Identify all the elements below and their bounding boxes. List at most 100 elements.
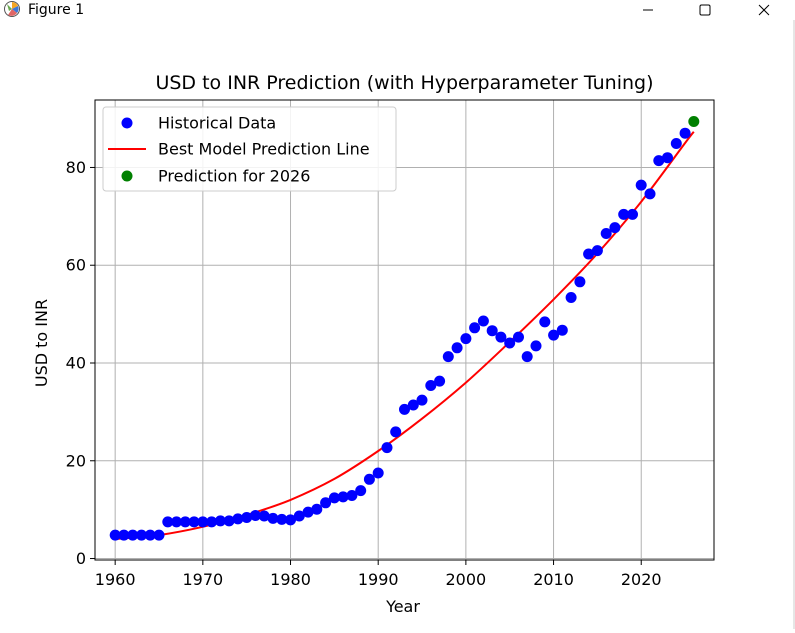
historical-data-point (618, 208, 630, 220)
historical-data-point (416, 394, 428, 406)
y-tick-label: 0 (76, 549, 86, 568)
x-tick-label: 1960 (95, 570, 136, 589)
y-tick-label: 20 (66, 451, 86, 470)
prediction-2026-point (688, 116, 700, 127)
historical-data-point (127, 529, 139, 541)
x-tick-label: 1990 (358, 570, 399, 589)
y-axis-label: USD to INR (32, 299, 51, 387)
historical-data-point (320, 497, 332, 509)
historical-data-point (486, 325, 498, 337)
window-titlebar: Figure 1 (0, 0, 795, 20)
historical-data-point (556, 324, 568, 336)
close-icon (758, 4, 770, 16)
historical-data-point (179, 516, 191, 528)
x-tick-label: 2000 (446, 570, 487, 589)
historical-data-point (504, 337, 516, 349)
historical-data-point (583, 248, 595, 260)
minimize-icon (643, 9, 653, 11)
minimize-button[interactable] (625, 0, 671, 20)
historical-data-point (144, 529, 156, 541)
historical-data-point (548, 329, 560, 341)
window-title: Figure 1 (28, 2, 85, 18)
historical-data-point (153, 529, 165, 541)
historical-data-point (407, 399, 419, 411)
historical-data-point (258, 510, 270, 522)
historical-data-point (232, 513, 244, 525)
historical-data-point (627, 208, 638, 220)
historical-data-point (591, 245, 603, 257)
legend-label-historical: Historical Data (158, 114, 276, 133)
historical-data-point (381, 442, 393, 454)
prediction-line-layer (115, 131, 695, 540)
y-tick-label: 60 (66, 256, 86, 275)
historical-data-point (206, 516, 218, 528)
historical-data-point (267, 512, 279, 524)
historical-data-point (609, 222, 621, 234)
historical-data-point (662, 152, 673, 164)
historical-data-point (311, 503, 323, 515)
historical-data-point (442, 351, 454, 363)
maximize-button[interactable] (682, 0, 728, 20)
historical-data-point (328, 492, 340, 504)
historical-data-point (118, 529, 130, 541)
historical-data-point (214, 515, 226, 527)
historical-data-point (460, 333, 472, 345)
historical-data-point (285, 514, 296, 526)
grid (95, 100, 714, 560)
historical-data-point (302, 506, 314, 518)
plot-frame (94, 99, 715, 561)
historical-data-point (679, 127, 691, 139)
y-tick-label: 80 (66, 158, 86, 177)
historical-data-point (171, 516, 182, 528)
historical-data-point (495, 331, 507, 343)
window-edge (793, 20, 795, 629)
historical-data-point (399, 403, 410, 415)
historical-data-point (197, 516, 209, 528)
historical-data-point (653, 155, 665, 167)
legend-marker-historical (121, 117, 133, 129)
legend-marker-prediction-2026 (121, 170, 133, 182)
historical-data-point (346, 490, 358, 501)
historical-data-point (293, 510, 305, 522)
historical-data-point (574, 276, 586, 288)
x-tick-label: 1980 (270, 570, 311, 589)
historical-data-point (390, 426, 402, 438)
close-button[interactable] (741, 0, 787, 20)
legend-label-prediction-line: Best Model Prediction Line (158, 140, 370, 159)
historical-data-point (223, 515, 235, 527)
historical-data-point (188, 516, 200, 528)
historical-data-point (521, 351, 533, 363)
historical-data-point (276, 513, 288, 525)
historical-data-point (644, 188, 656, 200)
x-tick-label: 2020 (621, 570, 662, 589)
historical-data-point (249, 510, 261, 521)
x-axis-label: Year (385, 597, 420, 616)
y-tick-label: 40 (66, 353, 86, 372)
figure-canvas: 1960 1970 1980 1990 2000 2010 2020 0 20 40 60 80 US… (0, 20, 795, 629)
chart: 1960 1970 1980 1990 2000 2010 2020 0 20 40 60 80 US… (32, 72, 715, 616)
historical-data-point (434, 375, 446, 387)
historical-data-point (530, 340, 542, 352)
historical-data-point (635, 179, 647, 191)
historical-data-point (477, 315, 489, 327)
matplotlib-icon (4, 1, 20, 17)
historical-data-point (162, 516, 174, 528)
historical-data-point (469, 322, 481, 334)
x-tick-label: 2010 (533, 570, 574, 589)
historical-data-point (451, 342, 463, 354)
historical-data-point (513, 331, 524, 343)
historical-data-point (539, 316, 551, 328)
historical-data-point (565, 292, 577, 303)
legend: Historical Data Best Model Prediction Li… (102, 106, 397, 192)
historical-data-point (670, 138, 682, 149)
maximize-icon (699, 4, 711, 16)
historical-data-point (425, 380, 437, 391)
points-layer (109, 116, 700, 541)
historical-data-point (600, 228, 612, 239)
historical-data-point (355, 485, 367, 497)
prediction-line (115, 131, 695, 540)
historical-data-point (109, 529, 121, 541)
chart-title: USD to INR Prediction (with Hyperparamet… (155, 72, 653, 94)
historical-data-point (372, 467, 384, 479)
historical-data-point (241, 512, 253, 523)
